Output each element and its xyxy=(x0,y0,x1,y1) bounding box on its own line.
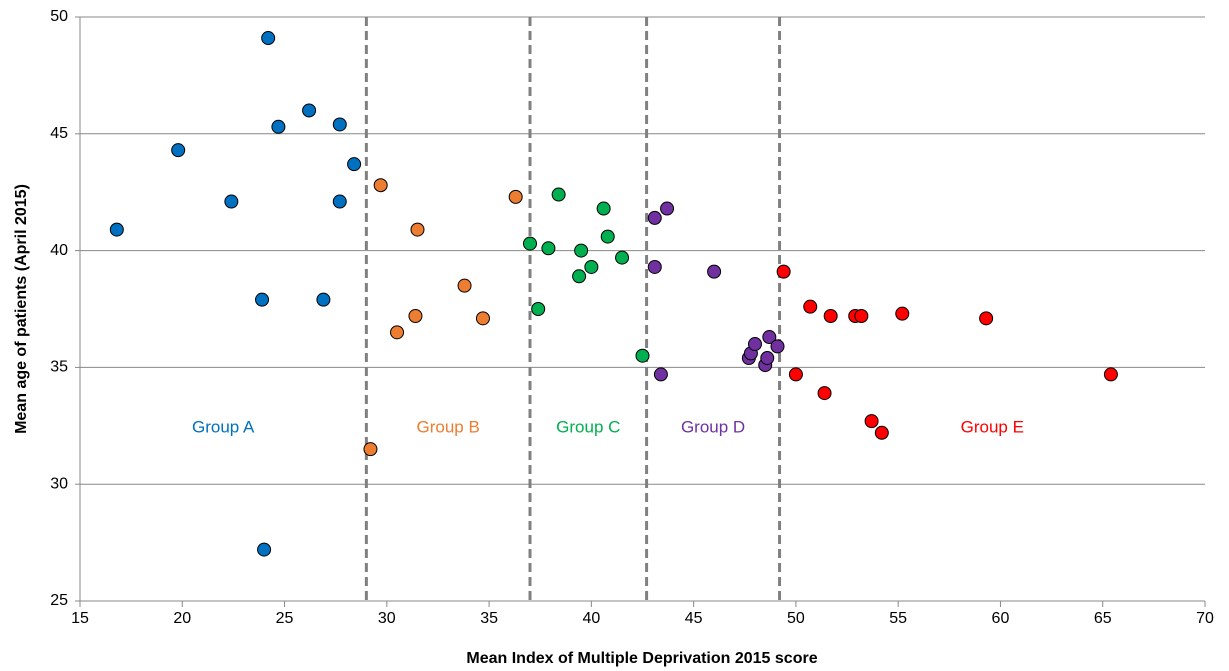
x-tick-label: 40 xyxy=(582,610,600,627)
point xyxy=(271,119,286,134)
point xyxy=(647,210,662,225)
point xyxy=(874,425,889,440)
point xyxy=(895,306,910,321)
point xyxy=(803,299,818,314)
x-axis-title: Mean Index of Multiple Deprivation 2015 … xyxy=(466,650,817,667)
y-tick-label: 25 xyxy=(50,592,68,609)
point xyxy=(408,309,423,324)
point xyxy=(508,189,523,204)
x-tick-label: 30 xyxy=(378,610,396,627)
x-tick-label: 25 xyxy=(276,610,294,627)
point xyxy=(788,367,803,382)
point xyxy=(551,187,566,202)
y-tick-label: 35 xyxy=(50,359,68,376)
point xyxy=(261,31,276,46)
point xyxy=(762,330,777,345)
point xyxy=(596,201,611,216)
point xyxy=(574,243,589,258)
group-label: Group C xyxy=(556,417,620,436)
point xyxy=(748,337,762,352)
group-label: Group D xyxy=(681,417,745,436)
point xyxy=(332,117,347,132)
y-tick-label: 40 xyxy=(50,242,68,259)
point xyxy=(373,178,388,193)
point xyxy=(615,250,630,265)
point xyxy=(363,442,378,457)
point xyxy=(760,351,775,366)
point xyxy=(660,201,675,216)
point xyxy=(817,386,832,401)
y-tick-label: 50 xyxy=(50,8,68,25)
x-tick-label: 70 xyxy=(1196,610,1214,627)
point xyxy=(776,264,791,279)
point xyxy=(523,236,537,251)
point xyxy=(475,311,490,326)
group-label: Group B xyxy=(417,417,480,436)
point xyxy=(257,542,272,557)
y-tick-label: 45 xyxy=(50,125,68,142)
point xyxy=(635,348,650,363)
group-label: Group A xyxy=(192,417,255,436)
point xyxy=(572,269,587,284)
point xyxy=(854,309,869,324)
point xyxy=(707,264,722,279)
x-tick-label: 20 xyxy=(173,610,191,627)
point xyxy=(109,222,124,237)
point xyxy=(864,414,879,429)
x-tick-label: 50 xyxy=(787,610,805,627)
point xyxy=(770,339,785,354)
x-tick-label: 45 xyxy=(685,610,703,627)
point xyxy=(653,367,668,382)
x-tick-label: 35 xyxy=(480,610,498,627)
point xyxy=(171,143,186,158)
point xyxy=(541,241,556,256)
x-tick-label: 60 xyxy=(992,610,1010,627)
point xyxy=(600,229,615,244)
x-tick-label: 65 xyxy=(1094,610,1112,627)
group-label: Group E xyxy=(961,417,1024,436)
y-axis-title: Mean age of patients (April 2015) xyxy=(13,184,30,434)
point xyxy=(584,259,599,274)
point xyxy=(823,309,838,324)
point xyxy=(410,222,425,237)
point xyxy=(302,103,317,118)
point xyxy=(332,194,347,209)
point xyxy=(531,302,546,316)
point xyxy=(647,259,662,274)
y-tick-label: 30 xyxy=(50,475,68,492)
point xyxy=(390,325,405,340)
point xyxy=(1103,367,1118,382)
point xyxy=(457,278,472,293)
x-tick-label: 55 xyxy=(889,610,907,627)
x-tick-label: 15 xyxy=(71,610,89,627)
point xyxy=(979,311,994,326)
point xyxy=(347,157,362,172)
point xyxy=(255,292,270,307)
point xyxy=(316,292,331,307)
point xyxy=(224,194,239,209)
